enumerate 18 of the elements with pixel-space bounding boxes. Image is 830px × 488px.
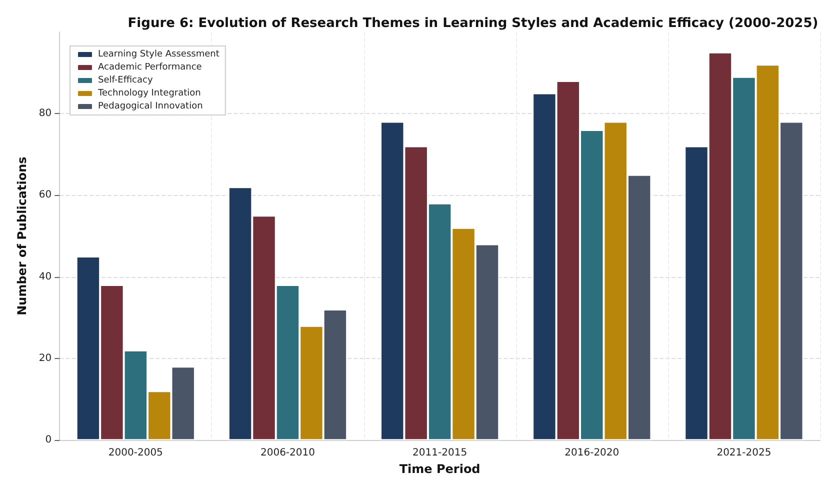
x-tick-label: 2006-2010	[260, 448, 315, 459]
x-tick-label: 2021-2025	[716, 448, 772, 459]
y-tick-label: 80	[38, 108, 52, 120]
x-tick-label: 2011-2015	[412, 448, 468, 459]
x-axis-title: Time Period	[399, 462, 480, 476]
legend-label: Learning Style Assessment	[98, 50, 220, 60]
legend-label: Pedagogical Innovation	[98, 102, 203, 112]
y-tick-label: 60	[38, 190, 52, 201]
x-tick-label: 2016-2020	[564, 448, 620, 459]
y-tick-label: 0	[45, 434, 52, 446]
y-axis-title: Number of Publications	[15, 156, 29, 316]
y-tick-label: 20	[38, 352, 52, 364]
legend-label: Technology Integration	[97, 88, 201, 98]
chart-title: Figure 6: Evolution of Research Themes in Learning Styles and Academic Efficacy (2000-2025)	[128, 16, 818, 31]
y-tick-label: 40	[38, 271, 52, 282]
legend-label: Self-Efficacy	[98, 76, 154, 86]
x-tick-label: 2000-2005	[108, 448, 163, 459]
legend-label: Academic Performance	[98, 62, 202, 72]
